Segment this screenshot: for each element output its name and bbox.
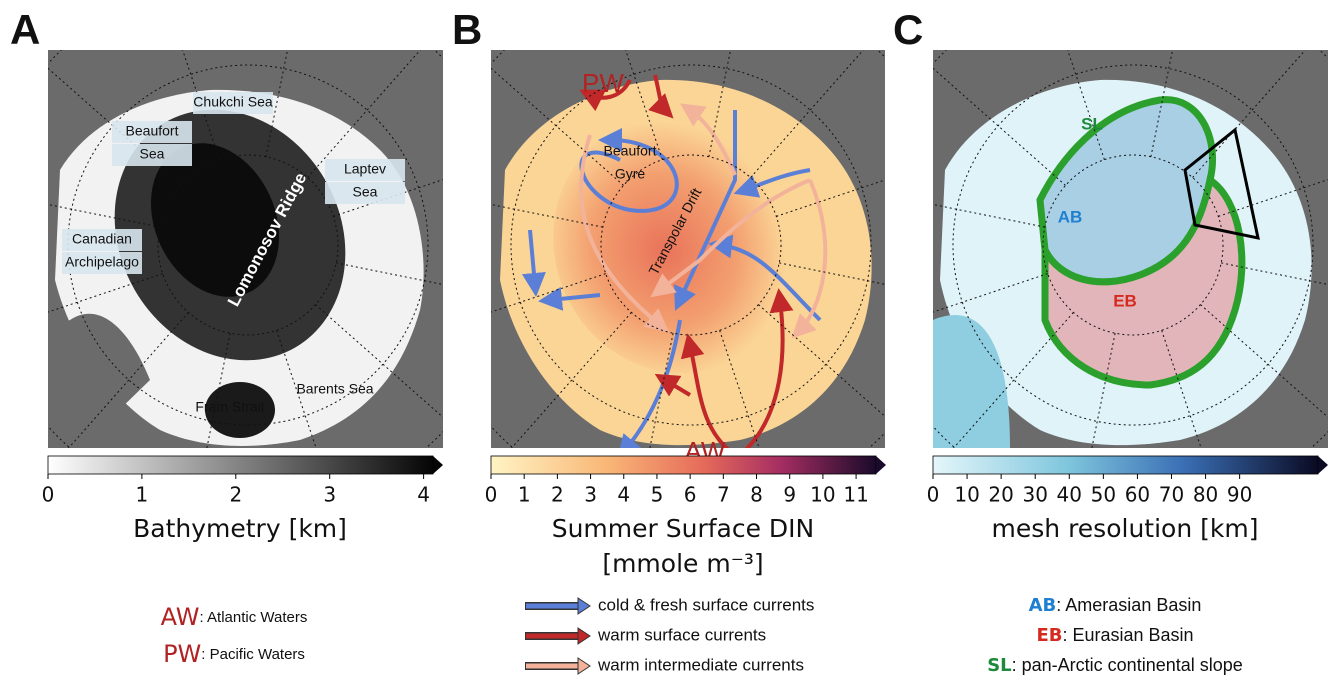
colorbar-label: mesh resolution [km]: [992, 514, 1259, 543]
map-label-text: Chukchi Sea: [193, 94, 273, 110]
map-c: [933, 50, 1328, 448]
colorbar-tick-label: 4: [617, 483, 630, 507]
colorbar-tick-label: 0: [485, 483, 498, 507]
colorbar-extend: [433, 456, 443, 474]
map-label-text: Barents Sea: [296, 381, 373, 397]
map-label: Fram Strait: [195, 399, 264, 415]
legend-entry: AW: Atlantic Waters: [161, 603, 308, 631]
colorbar-tick-label: 0: [42, 483, 55, 507]
colorbar-tick-label: 10: [810, 483, 835, 507]
map-b: [491, 50, 885, 455]
colorbar-tick-label: 40: [1057, 483, 1082, 507]
map-label-text: Beaufort: [604, 143, 657, 159]
map-label-text: Beaufort: [126, 123, 179, 139]
map-label-text: AB: [1058, 207, 1083, 226]
map-label: EB: [1113, 291, 1137, 310]
legend-text: : Amerasian Basin: [1056, 595, 1201, 615]
legend-entry: EB: Eurasian Basin: [1036, 625, 1193, 646]
colorbar: [933, 456, 1318, 474]
colorbar-tick-label: 50: [1091, 483, 1116, 507]
legend-entry: PW: Pacific Waters: [163, 640, 305, 668]
legend-arrow-head: [578, 628, 590, 644]
map-label-text: Gyre: [615, 166, 646, 182]
colorbar-tick-label: 30: [1022, 483, 1047, 507]
legend-key: PW: [163, 640, 201, 668]
map-label-text: Fram Strait: [195, 399, 264, 415]
panel-letter: A: [10, 6, 40, 53]
map-label-text: PW: [582, 68, 624, 98]
colorbar-extend: [876, 456, 886, 474]
map-label-text: Sea: [353, 184, 378, 200]
map-label-text: Archipelago: [65, 254, 139, 270]
map-label-text: Sea: [140, 146, 165, 162]
colorbar-tick-label: 90: [1227, 483, 1252, 507]
colorbar-label: Bathymetry [km]: [133, 514, 347, 543]
legend-entry: AB: Amerasian Basin: [1029, 595, 1202, 616]
colorbar-label: Summer Surface DIN: [552, 514, 815, 543]
legend-key: AW: [161, 603, 200, 631]
figure: A B C Chukchi Sea Beaufort Sea Laptev Sea Can…: [0, 0, 1330, 678]
legend-text: : pan-Arctic continental slope: [1012, 655, 1243, 675]
colorbar-tick-label: 8: [750, 483, 763, 507]
colorbar-tick-label: 10: [954, 483, 979, 507]
legend-text: : Atlantic Waters: [200, 609, 308, 626]
colorbar-tick-label: 0: [927, 483, 940, 507]
legend-text: warm surface currents: [597, 625, 766, 644]
colorbar-tick-label: 1: [136, 483, 149, 507]
map-label: Chukchi Sea: [193, 92, 273, 114]
colorbar-tick-label: 9: [783, 483, 796, 507]
colorbar-tick-label: 7: [717, 483, 730, 507]
legend-text: : Eurasian Basin: [1062, 625, 1193, 645]
colorbar-tick-label: 80: [1193, 483, 1218, 507]
colorbar: [48, 456, 433, 474]
colorbar-tick-label: 2: [551, 483, 564, 507]
legend-arrow-head: [578, 598, 590, 614]
panel-letter: B: [452, 6, 482, 53]
map-label-text: EB: [1113, 291, 1137, 310]
legend-text: : Pacific Waters: [201, 646, 305, 663]
colorbar-tick-label: 1: [518, 483, 531, 507]
colorbar-tick-label: 5: [651, 483, 664, 507]
map-label: AB: [1058, 207, 1083, 226]
map-label: Barents Sea: [296, 381, 373, 397]
colorbar-tick-label: 4: [417, 483, 430, 507]
colorbar-tick-label: 3: [323, 483, 336, 507]
legend-text: warm intermediate currents: [597, 655, 804, 674]
colorbar-tick-label: 3: [584, 483, 597, 507]
map-label-text: Laptev: [344, 161, 386, 177]
legend-key: AB: [1029, 595, 1057, 616]
legend-key: SL: [987, 655, 1011, 676]
colorbar: [491, 456, 876, 474]
colorbar-tick-label: 6: [684, 483, 697, 507]
colorbar-tick-label: 20: [988, 483, 1013, 507]
panel-letter: C: [893, 6, 923, 53]
colorbar-tick-label: 11: [843, 483, 868, 507]
legend-text: cold & fresh surface currents: [598, 595, 814, 614]
colorbar-tick-label: 60: [1125, 483, 1150, 507]
map-label-text: Canadian: [72, 231, 132, 247]
colorbar-tick-label: 2: [229, 483, 242, 507]
colorbar-tick-label: 70: [1159, 483, 1184, 507]
colorbar-label: [mmole m⁻³]: [602, 549, 763, 578]
map-label: SL: [1081, 114, 1103, 133]
legend-key: EB: [1036, 625, 1062, 646]
legend-arrow-head: [578, 658, 590, 674]
colorbar-extend: [1318, 456, 1328, 474]
map-label: PW: [582, 68, 624, 98]
legend-entry: SL: pan-Arctic continental slope: [987, 655, 1243, 676]
map-label-text: SL: [1081, 114, 1103, 133]
